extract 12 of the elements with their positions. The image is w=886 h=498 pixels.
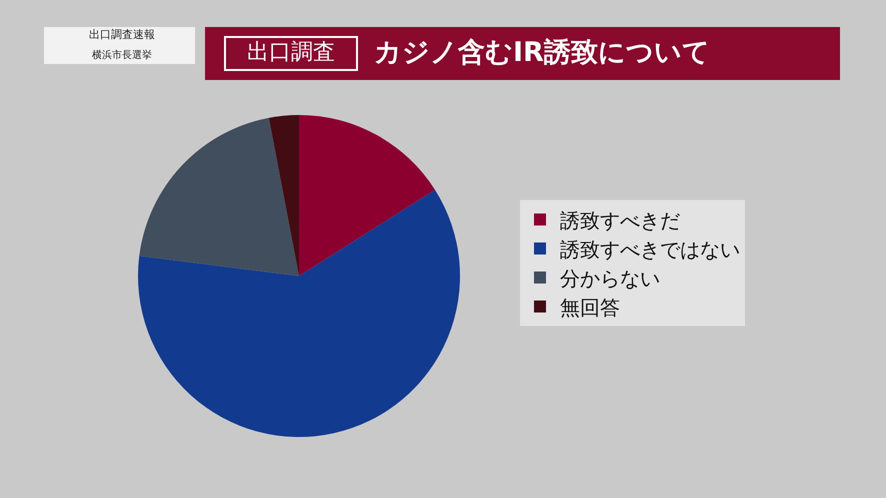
pie-slice bbox=[138, 190, 460, 437]
chart-title: カジノ含むIR誘致について bbox=[374, 37, 710, 68]
text: 横浜市長選挙 bbox=[92, 49, 152, 61]
legend-label: 誘致すべきではない bbox=[560, 237, 740, 262]
legend-label: 分からない bbox=[560, 266, 660, 290]
legend-label: 誘致すべきだ bbox=[560, 208, 680, 232]
chart-subtitle: 出口調査 bbox=[247, 40, 335, 65]
pie-slice bbox=[139, 118, 299, 276]
text: 出口調査速報 bbox=[89, 28, 155, 41]
pie-slice bbox=[299, 115, 435, 276]
legend-label: 無回答 bbox=[560, 295, 620, 320]
pie-slice bbox=[268, 115, 299, 276]
